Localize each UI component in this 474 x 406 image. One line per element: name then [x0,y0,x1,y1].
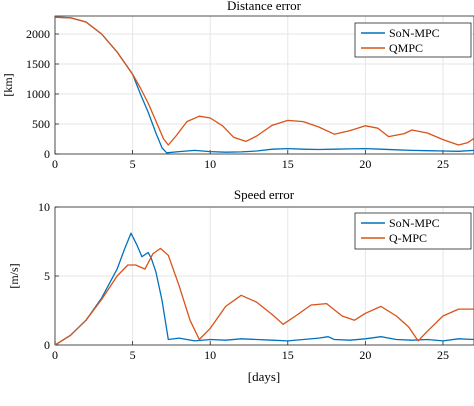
y-tick-label: 500 [32,117,50,131]
plot-area-frame [54,15,474,155]
x-tick-label: 20 [359,348,371,362]
x-tick-label: 25 [437,157,449,171]
x-tick-label: 15 [282,348,294,362]
x-tick-label: 10 [204,348,216,362]
legend-label: SoN-MPC [389,26,440,40]
legend-label: SoN-MPC [389,216,440,230]
legend-label: Q-MPC [389,231,427,245]
x-tick-label: 10 [204,157,216,171]
series-line-son-mpc [54,232,474,346]
y-tick-label: 0 [44,338,50,352]
legend-box [354,22,472,58]
y-tick-label: 1500 [26,57,50,71]
x-tick-label: 0 [52,157,58,171]
y-tick-label: 0 [44,147,50,161]
y-tick-label: 10 [38,200,50,214]
legend-label: QMPC [389,41,423,55]
series-line-q-mpc [54,247,474,346]
y-axis-label: [m/s] [7,263,21,288]
x-tick-label: 5 [130,348,136,362]
series-line-qmpc [54,16,474,146]
x-axis-label: [days] [248,369,281,384]
y-tick-label: 2000 [26,27,50,41]
chart-title: Speed error [234,187,295,202]
x-tick-label: 0 [52,348,58,362]
chart-title: Distance error [227,0,302,13]
legend-box [354,212,472,250]
x-tick-label: 15 [282,157,294,171]
y-tick-label: 5 [44,269,50,283]
y-axis-label: [km] [1,73,15,96]
y-tick-label: 1000 [26,87,50,101]
x-tick-label: 25 [437,348,449,362]
x-tick-label: 5 [130,157,136,171]
caption-fragment [0,393,474,406]
speed-error-panel: Speed error [m/s] [days] 0 5 10 15 20 25 0 5 10 S… [7,187,474,384]
distance-error-panel: Distance error [km] 0 5 10 15 20 25 0 500 1000 15… [1,0,474,171]
x-tick-label: 20 [359,157,371,171]
